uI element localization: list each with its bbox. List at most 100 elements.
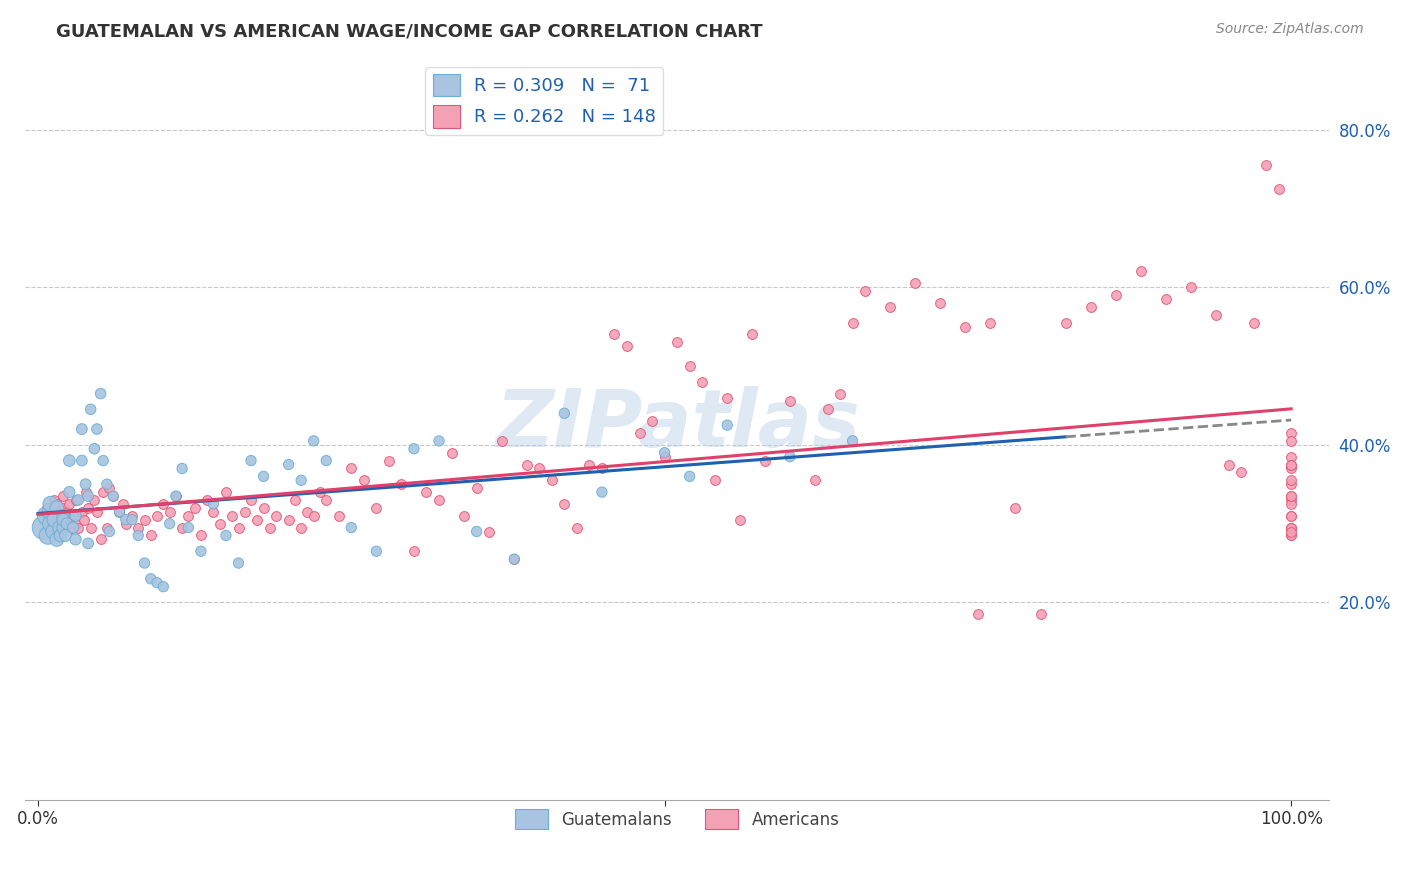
Point: [139, 528, 162, 542]
Point: [91, 453, 114, 467]
Point: [39, 516, 62, 531]
Point: [83, 493, 105, 508]
Point: [127, 528, 149, 542]
Point: [48, 508, 70, 523]
Point: [540, 473, 562, 487]
Point: [90, 533, 112, 547]
Point: [491, 434, 513, 448]
Point: [45, 520, 67, 534]
Point: [955, 319, 977, 334]
Point: [478, 524, 501, 539]
Point: [641, 414, 664, 428]
Point: [103, 489, 125, 503]
Point: [96, 520, 118, 534]
Point: [152, 580, 174, 594]
Point: [79, 520, 101, 534]
Point: [49, 528, 72, 542]
Point: [929, 296, 952, 310]
Point: [121, 513, 143, 527]
Point: [309, 485, 332, 500]
Point: [45, 497, 67, 511]
Point: [1279, 425, 1302, 440]
Point: [315, 453, 337, 467]
Point: [45, 500, 67, 515]
Point: [703, 473, 725, 487]
Point: [86, 505, 108, 519]
Point: [264, 508, 287, 523]
Point: [1279, 489, 1302, 503]
Point: [39, 505, 62, 519]
Point: [35, 500, 58, 515]
Point: [340, 461, 363, 475]
Point: [39, 508, 62, 523]
Point: [91, 485, 114, 500]
Point: [1279, 489, 1302, 503]
Point: [690, 375, 713, 389]
Point: [679, 359, 702, 373]
Point: [70, 422, 93, 436]
Point: [654, 446, 676, 460]
Point: [45, 533, 67, 547]
Point: [967, 607, 990, 622]
Point: [259, 520, 281, 534]
Point: [465, 481, 488, 495]
Point: [114, 513, 136, 527]
Point: [52, 520, 75, 534]
Point: [60, 520, 83, 534]
Point: [728, 513, 751, 527]
Point: [35, 508, 58, 523]
Point: [1004, 500, 1026, 515]
Point: [252, 469, 274, 483]
Point: [277, 513, 299, 527]
Point: [70, 505, 93, 519]
Point: [427, 434, 450, 448]
Point: [67, 493, 90, 508]
Point: [1279, 508, 1302, 523]
Point: [378, 453, 401, 467]
Point: [228, 520, 250, 534]
Point: [1129, 264, 1152, 278]
Text: GUATEMALAN VS AMERICAN WAGE/INCOME GAP CORRELATION CHART: GUATEMALAN VS AMERICAN WAGE/INCOME GAP C…: [56, 22, 763, 40]
Point: [86, 422, 108, 436]
Point: [366, 544, 388, 558]
Point: [465, 524, 488, 539]
Point: [741, 327, 763, 342]
Point: [159, 505, 181, 519]
Point: [233, 505, 256, 519]
Point: [65, 508, 87, 523]
Point: [979, 316, 1001, 330]
Point: [1279, 528, 1302, 542]
Point: [1080, 300, 1102, 314]
Point: [591, 461, 613, 475]
Point: [75, 485, 97, 500]
Point: [565, 520, 588, 534]
Point: [96, 477, 118, 491]
Point: [516, 458, 538, 472]
Point: [297, 505, 319, 519]
Point: [553, 497, 575, 511]
Point: [427, 493, 450, 508]
Point: [146, 575, 169, 590]
Point: [779, 450, 801, 464]
Point: [246, 513, 269, 527]
Point: [52, 489, 75, 503]
Point: [1279, 450, 1302, 464]
Point: [578, 458, 600, 472]
Text: ZIPatlas: ZIPatlas: [495, 386, 859, 464]
Point: [37, 520, 59, 534]
Point: [108, 505, 131, 519]
Point: [302, 434, 325, 448]
Point: [453, 508, 475, 523]
Point: [44, 513, 66, 527]
Point: [440, 446, 463, 460]
Point: [1279, 473, 1302, 487]
Point: [221, 508, 243, 523]
Point: [62, 508, 84, 523]
Point: [1279, 493, 1302, 508]
Point: [1279, 461, 1302, 475]
Point: [112, 497, 135, 511]
Point: [190, 544, 212, 558]
Point: [1105, 288, 1128, 302]
Point: [252, 500, 274, 515]
Point: [146, 508, 169, 523]
